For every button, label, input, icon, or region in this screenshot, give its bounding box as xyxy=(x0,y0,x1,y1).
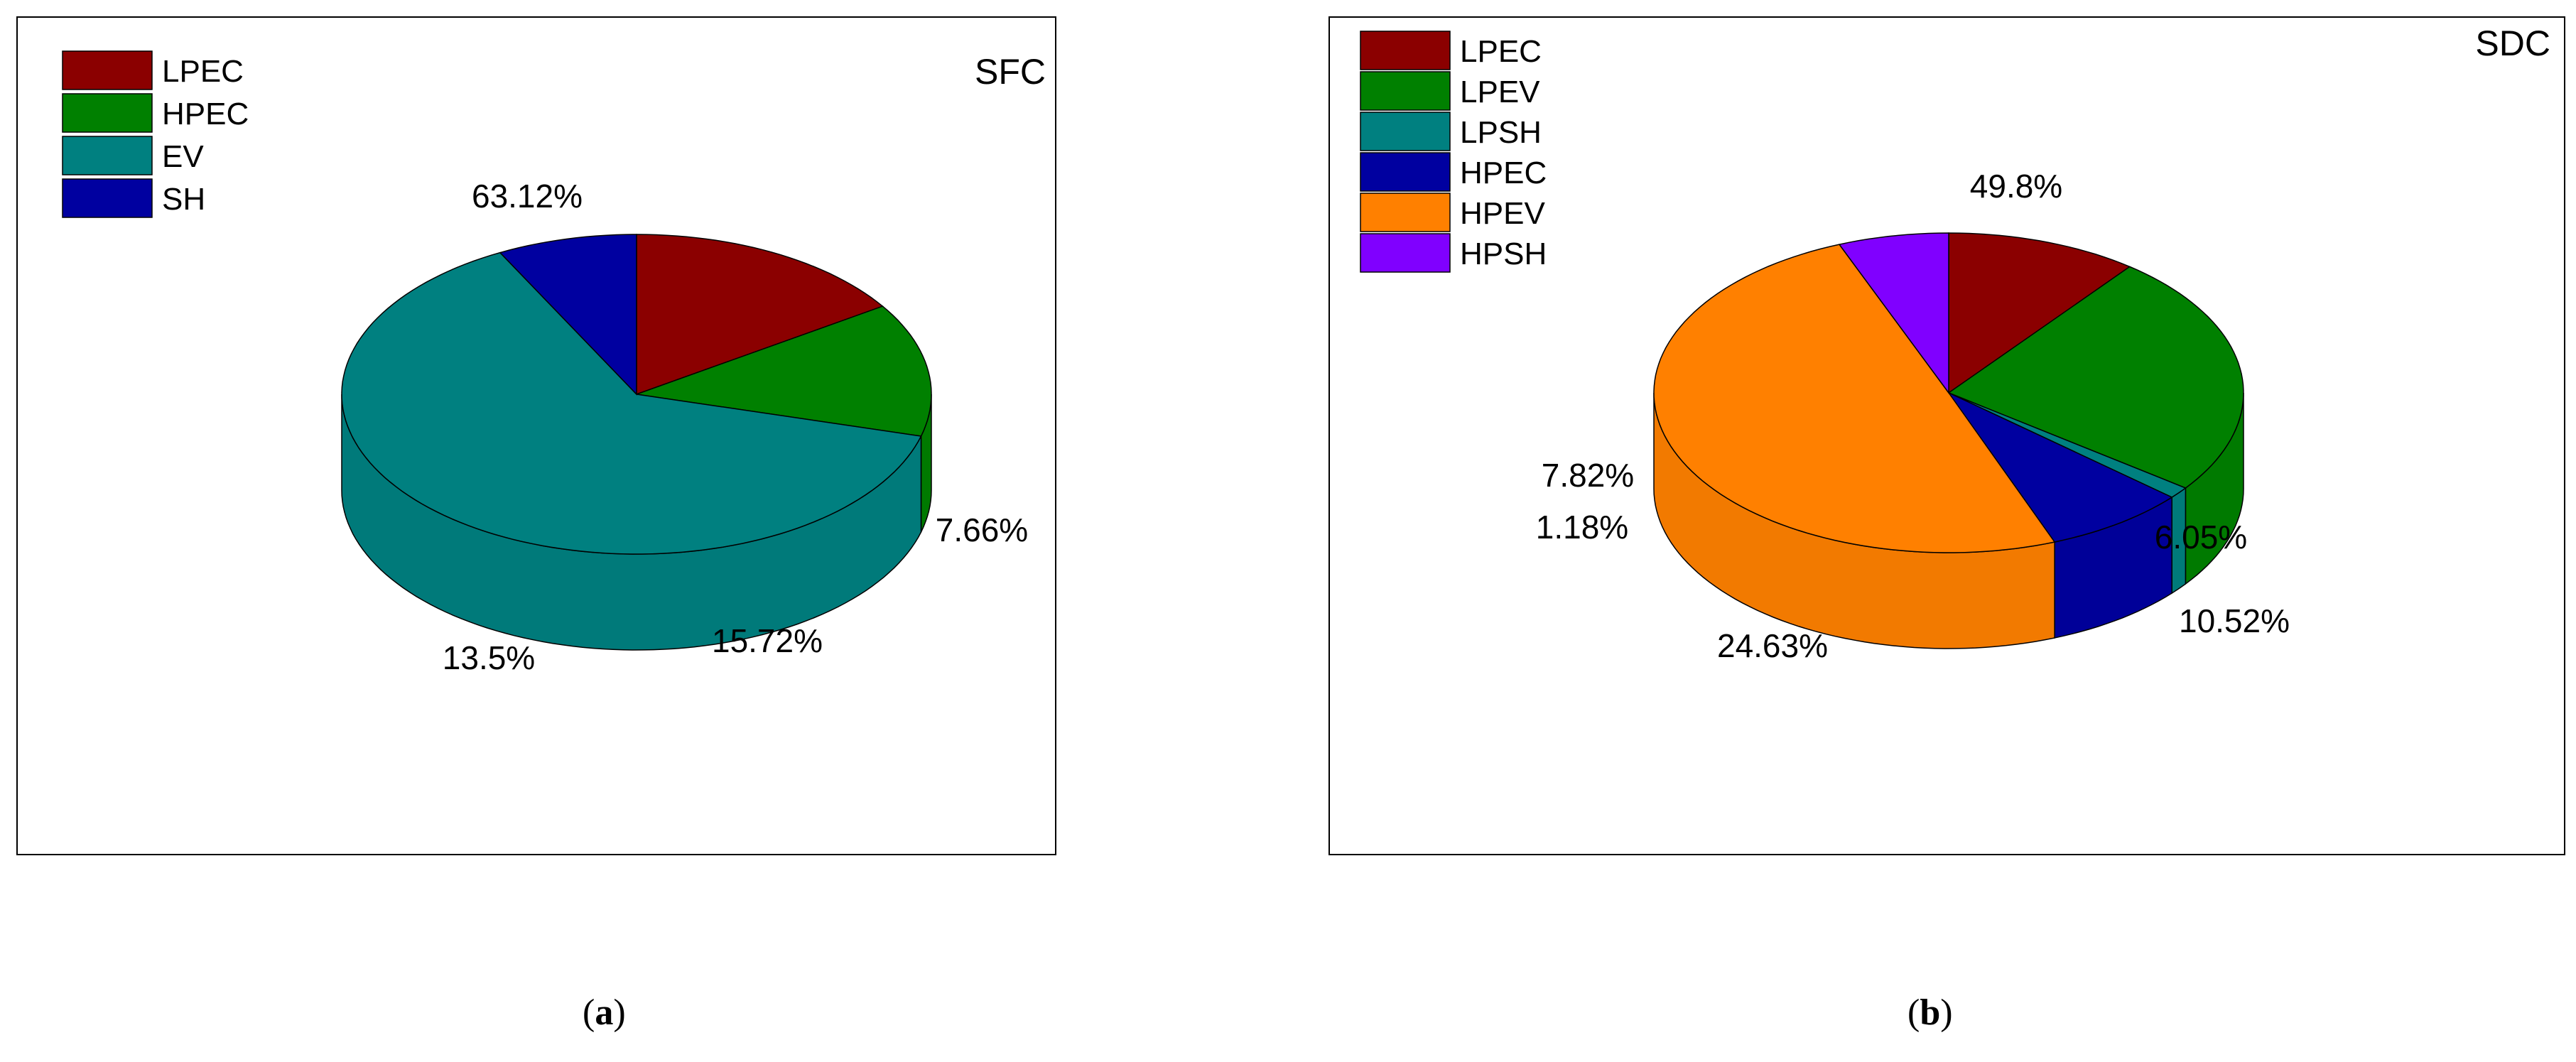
chart-panel-sdc: SDC10.52%24.63%1.18%7.82%49.8%6.05%LPECL… xyxy=(1328,16,2565,855)
pie-slice-lpec xyxy=(1948,232,2131,394)
legend-label-ev: EV xyxy=(162,139,204,174)
chart-panel-sfc: SFC 15.72% 13.5% 63.12% 7.66% LPEC HPEC EV SH xyxy=(16,16,1056,855)
panel-label-a: (a) xyxy=(583,992,626,1033)
pie-slice-hpec xyxy=(1947,391,2173,543)
pie-slice-ev xyxy=(341,251,922,555)
legend-label-hpec: HPEC xyxy=(162,97,249,131)
pie-slice-hpev xyxy=(1653,244,2056,553)
pie-slice-hpec xyxy=(636,305,932,437)
chart-title: SFC xyxy=(975,52,1046,92)
chart-frame xyxy=(16,16,1056,855)
pie-slice-lpec xyxy=(636,234,884,396)
pie-top-faces xyxy=(1653,232,2244,553)
legend: LPEC HPEC EV SH xyxy=(62,50,249,218)
legend-label-lpec: LPEC xyxy=(162,54,244,89)
legend-label-lpev: LPEV xyxy=(1460,75,1540,109)
pie-top-faces xyxy=(341,234,932,555)
legend-label-lpec: LPEC xyxy=(1460,34,1542,69)
legend-label-sh: SH xyxy=(162,182,205,217)
panel-label-b: (b) xyxy=(1907,992,1953,1033)
legend: LPEC LPEV LPSH HPEC HPEV HPSH xyxy=(1360,31,1547,273)
pie-side-walls xyxy=(1653,392,2244,649)
legend-swatch-lpec xyxy=(62,50,153,90)
legend-swatch-hpec xyxy=(62,93,153,133)
slice-label-lpec: 15.72% xyxy=(712,622,823,659)
legend-swatch-hpsh xyxy=(1360,233,1451,273)
pie-slice-hpsh xyxy=(1838,232,1949,395)
slice-label-hpsh: 6.05% xyxy=(2155,519,2247,556)
legend-swatch-ev xyxy=(62,136,153,175)
legend-swatch-hpec xyxy=(1360,152,1451,192)
chart-title: SDC xyxy=(2475,23,2550,63)
legend-swatch-sh xyxy=(62,178,153,218)
legend-label-hpec: HPEC xyxy=(1460,156,1547,190)
legend-label-hpsh: HPSH xyxy=(1460,237,1547,271)
slice-label-sh: 7.66% xyxy=(936,511,1028,548)
legend-swatch-lpsh xyxy=(1360,112,1451,151)
slice-label-lpsh: 1.18% xyxy=(1536,509,1628,546)
slice-label-hpec: 7.82% xyxy=(1542,457,1634,494)
slice-label-hpev: 49.8% xyxy=(1970,168,2062,205)
pie-slice-sh xyxy=(499,234,637,396)
slice-label-hpec: 13.5% xyxy=(443,639,535,676)
slice-label-lpev: 24.63% xyxy=(1717,627,1828,664)
chart-frame xyxy=(1328,16,2565,855)
legend-label-hpev: HPEV xyxy=(1460,196,1545,231)
legend-swatch-lpev xyxy=(1360,71,1451,111)
pie-slice-lpev xyxy=(1947,266,2244,489)
slice-label-lpec: 10.52% xyxy=(2179,602,2290,639)
legend-label-lpsh: LPSH xyxy=(1460,115,1542,150)
legend-swatch-hpev xyxy=(1360,193,1451,232)
legend-swatch-lpec xyxy=(1360,31,1451,70)
slice-label-ev: 63.12% xyxy=(472,178,583,215)
